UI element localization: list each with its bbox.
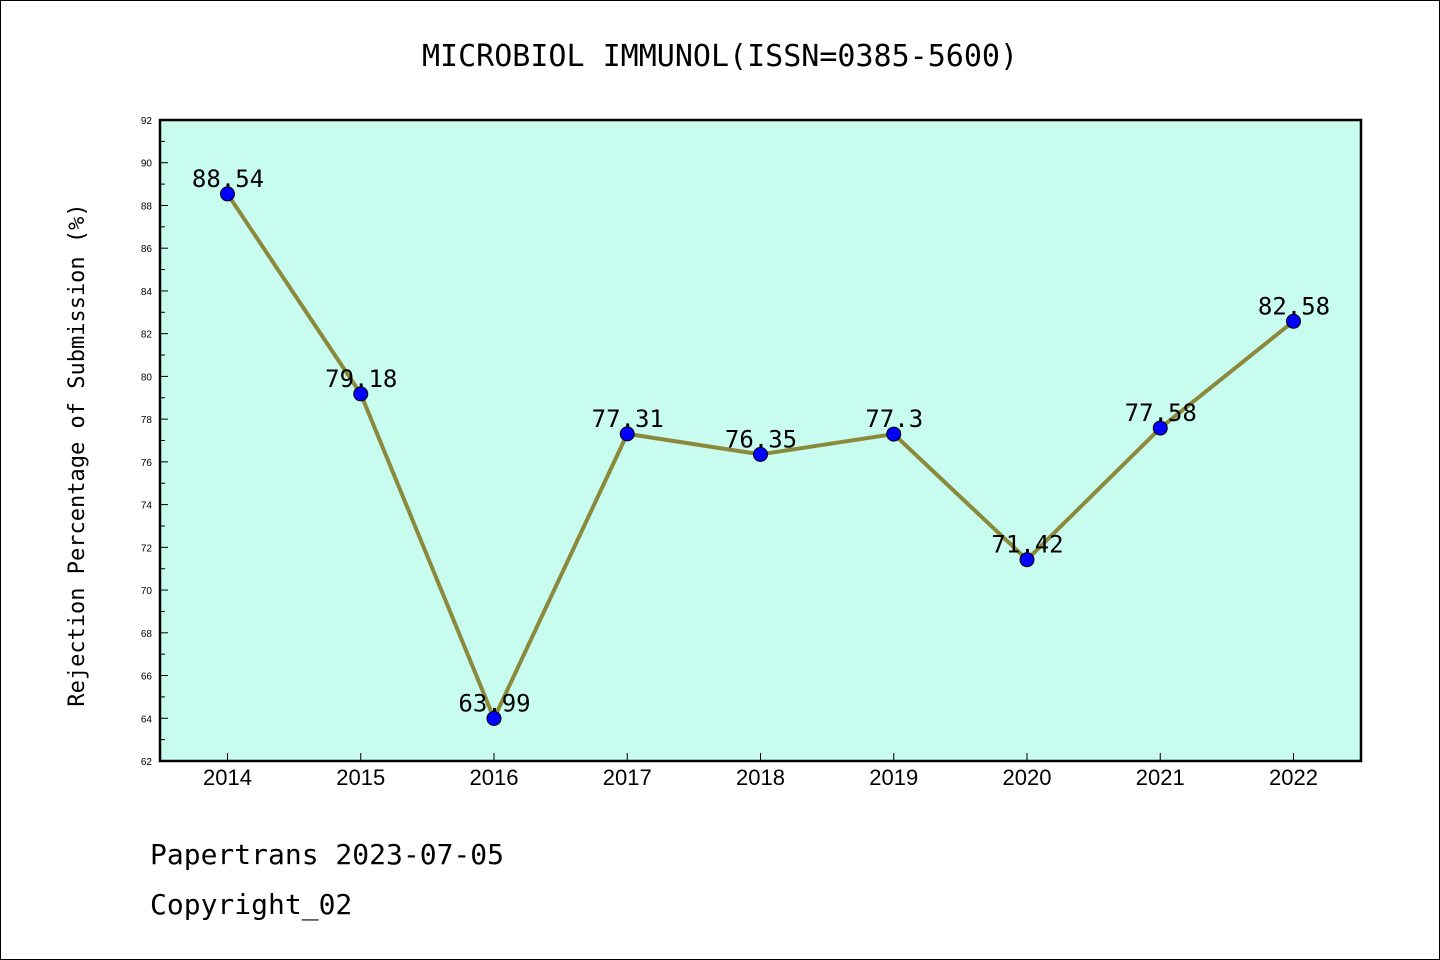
data-point <box>1152 420 1168 436</box>
data-label: 77.58 <box>1125 399 1197 427</box>
y-tick-label: 72 <box>141 543 153 554</box>
x-tick-label: 2022 <box>1269 765 1318 790</box>
data-point <box>886 426 902 442</box>
y-tick-label: 90 <box>141 159 153 170</box>
data-label: 77.3 <box>865 405 923 433</box>
x-tick-label: 2014 <box>203 765 252 790</box>
data-point <box>486 710 502 726</box>
x-tick-label: 2017 <box>603 765 652 790</box>
y-tick-label: 82 <box>141 330 153 341</box>
data-labels: 88.54 79.18 63.99 77.31 76.35 77.3 71.42 77.58 8… <box>192 165 1330 718</box>
plot-area <box>160 120 1361 761</box>
y-axis-label: Rejection Percentage of Submission (%) <box>65 203 90 706</box>
data-point <box>1019 552 1035 568</box>
y-tick-label: 92 <box>141 116 153 127</box>
y-tick-label: 78 <box>141 415 153 426</box>
chart-title: MICROBIOL IMMUNOL(ISSN=0385-5600) <box>422 39 1018 74</box>
y-tick-label: 88 <box>141 201 153 212</box>
y-tick-label: 68 <box>141 629 153 640</box>
y-tick-label: 84 <box>141 287 153 298</box>
data-label: 88.54 <box>192 165 264 193</box>
x-tick-label: 2019 <box>869 765 918 790</box>
data-label: 76.35 <box>725 425 797 453</box>
x-axis: 2014 2015 2016 2017 2018 2019 2020 2021 2022 <box>203 753 1318 790</box>
series-markers <box>220 186 1301 726</box>
data-label: 82.58 <box>1258 292 1330 320</box>
y-tick-label: 74 <box>141 501 153 512</box>
y-tick-label: 80 <box>141 372 153 383</box>
data-point <box>220 186 235 202</box>
footer-copyright: Copyright_02 <box>150 888 352 922</box>
x-tick-label: 2016 <box>470 765 519 790</box>
data-point <box>353 386 369 402</box>
y-tick-label: 64 <box>141 714 153 725</box>
y-tick-label: 76 <box>141 458 153 469</box>
footer-date: Papertrans 2023-07-05 <box>150 838 504 871</box>
data-label: 71.42 <box>991 531 1063 559</box>
data-point <box>753 446 768 462</box>
x-tick-label: 2020 <box>1003 765 1052 790</box>
x-tick-label: 2018 <box>736 765 785 790</box>
x-tick-label: 2015 <box>336 765 385 790</box>
y-tick-label: 66 <box>141 672 153 683</box>
plot-border <box>158 118 1363 763</box>
y-tick-label: 86 <box>141 244 153 255</box>
data-label: 77.31 <box>592 405 664 433</box>
data-label: 63.99 <box>458 689 530 717</box>
y-tick-label: 62 <box>141 757 153 768</box>
data-point <box>1286 313 1301 329</box>
x-tick-label: 2021 <box>1136 765 1185 790</box>
data-label: 79.18 <box>325 365 397 393</box>
y-tick-label: 70 <box>141 586 153 597</box>
data-point <box>619 426 635 442</box>
